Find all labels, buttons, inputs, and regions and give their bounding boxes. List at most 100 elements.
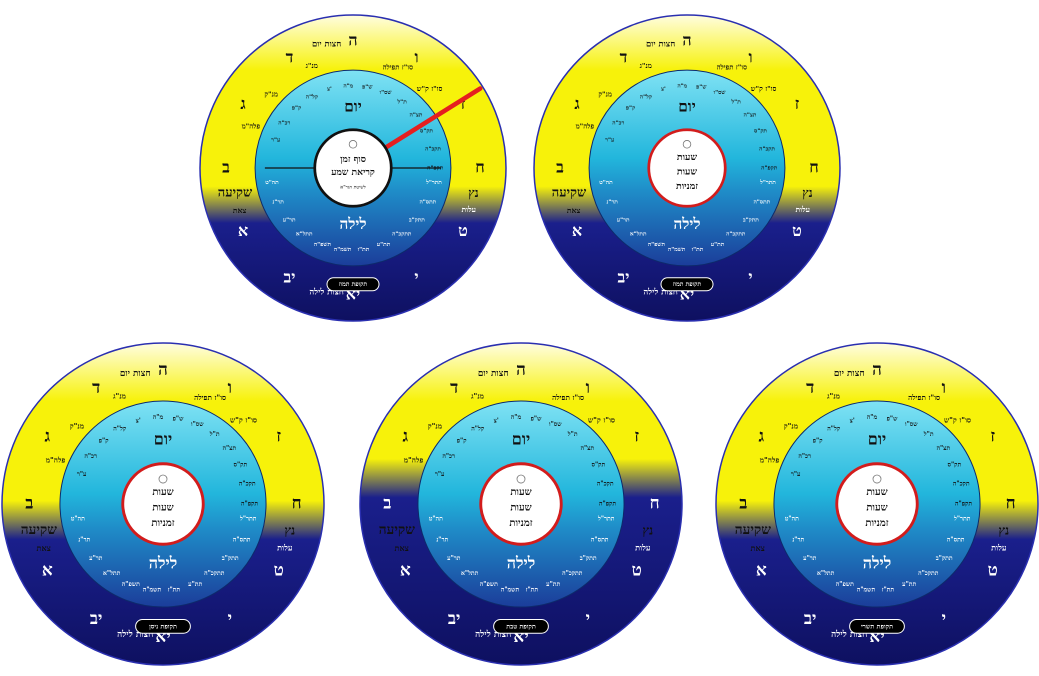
inner-night-mark: תתק"ב bbox=[743, 217, 759, 223]
season-badge bbox=[849, 619, 905, 634]
hour-letter: ח bbox=[1006, 493, 1016, 513]
hour-letter: ו bbox=[228, 377, 232, 397]
hour-letter: ג bbox=[240, 94, 245, 113]
inner-day-mark: ע"ר bbox=[605, 137, 614, 143]
inner-day-mark: תק"ס bbox=[754, 129, 767, 135]
label-mincha-ketana: מנ"ק bbox=[264, 90, 278, 98]
inner-day-mark: תקפ"ה bbox=[599, 501, 616, 508]
label-mincha-gedola: מנ"ג bbox=[113, 392, 126, 401]
label-mincha-ketana: מנ"ק bbox=[598, 90, 612, 98]
night-title: לילה bbox=[863, 553, 892, 572]
inner-night-mark: תתל"א bbox=[817, 570, 835, 577]
label-alot: עלות bbox=[461, 205, 476, 214]
label-netz: נץ bbox=[284, 523, 295, 538]
inner-night-mark: תת"ע bbox=[188, 581, 202, 588]
hour-letter: ט bbox=[988, 559, 998, 579]
inner-day-mark: ק"פ bbox=[292, 106, 301, 112]
inner-day-mark: רכ"ה bbox=[442, 453, 455, 460]
inner-night-mark: תר"נ bbox=[273, 200, 285, 206]
hour-letter: ג bbox=[758, 426, 764, 446]
inner-night-mark: תה"ט bbox=[265, 180, 279, 186]
label-alot: עלות bbox=[795, 205, 810, 214]
label-netz: נץ bbox=[468, 186, 478, 200]
hour-letter: י bbox=[586, 608, 590, 628]
dial-summer-hours: ה ו ז ח ט י יא יב א ב ג ד חצות יום חצות לילה שקיעה צאת נ… bbox=[532, 0, 842, 336]
inner-day-mark: שס"ו bbox=[714, 90, 727, 96]
inner-night-mark: תתקכ"ה bbox=[918, 570, 939, 577]
inner-day-mark: קל"ה bbox=[640, 93, 652, 100]
label-sof-shema: סו"ז ק"ש bbox=[944, 416, 971, 425]
inner-day-mark: תקכ"ה bbox=[953, 481, 970, 488]
inner-night-mark: תתס"ה bbox=[233, 536, 251, 543]
hour-letter: יב bbox=[90, 608, 103, 628]
ornament-icon bbox=[158, 474, 168, 484]
inner-night-mark: תר"ע bbox=[283, 217, 296, 223]
hour-letter: ח bbox=[475, 158, 485, 177]
hour-letter: ד bbox=[806, 377, 814, 397]
hour-letter: ט bbox=[792, 221, 802, 240]
inner-night-mark: תתקכ"ה bbox=[562, 570, 583, 577]
inner-day-mark: ע"ר bbox=[77, 471, 87, 478]
hour-letter: ג bbox=[44, 426, 50, 446]
inner-night-mark: תתק"ב bbox=[936, 555, 953, 562]
hour-letter: ט bbox=[274, 559, 284, 579]
inner-day-mark: מ"ה bbox=[677, 83, 687, 89]
inner-night-mark: תשפ"ה bbox=[314, 242, 332, 248]
inner-day-mark: תצ"ה bbox=[936, 445, 950, 452]
inner-night-mark: תתקכ"ה bbox=[392, 232, 412, 238]
inner-night-mark: תתקכ"ה bbox=[726, 232, 746, 238]
center-disc bbox=[835, 462, 919, 546]
ornament-icon bbox=[348, 140, 358, 149]
label-shkia: שקיעה bbox=[218, 186, 253, 201]
label-chatzot-yom: חצות יום bbox=[834, 369, 865, 379]
inner-night-mark: תת"ע bbox=[377, 242, 391, 248]
day-title: יום bbox=[154, 430, 172, 449]
label-tzeit: צאת bbox=[567, 206, 581, 215]
inner-night-mark: תר"נ bbox=[607, 200, 619, 206]
center-title-line: זמניות bbox=[509, 518, 532, 529]
inner-day-mark: ע"ר bbox=[435, 471, 445, 478]
hour-letter: ז bbox=[276, 426, 281, 446]
day-title: יום bbox=[512, 430, 530, 449]
season-label: תקופת תמוז bbox=[339, 281, 368, 288]
center-title-line2: קריאת שמע bbox=[331, 167, 375, 178]
hour-letter: ח bbox=[650, 493, 660, 513]
label-sof-shema: סו"ז ק"ש bbox=[417, 85, 443, 93]
inner-day-mark: תצ"ה bbox=[580, 445, 594, 452]
hour-letter: ז bbox=[795, 94, 800, 113]
inner-day-mark: רכ"ה bbox=[612, 120, 624, 126]
inner-day-mark: ת"ל bbox=[567, 431, 578, 438]
label-chatzot-layla: חצות לילה bbox=[643, 287, 678, 297]
inner-night-mark: תשמ"ה bbox=[143, 586, 162, 593]
inner-day-mark: ש"פ bbox=[362, 84, 373, 90]
inner-night-mark: תת"ע bbox=[546, 581, 560, 588]
label-alot: עלות bbox=[277, 542, 293, 552]
label-plag: פלה"מ bbox=[242, 123, 261, 131]
inner-night-mark: תתס"ה bbox=[753, 200, 770, 206]
hour-letter: יב bbox=[284, 267, 296, 286]
inner-day-mark: ת"ל bbox=[730, 99, 741, 106]
hour-letter: י bbox=[942, 608, 946, 628]
label-mincha-ketana: מנ"ק bbox=[784, 421, 798, 430]
label-mincha-ketana: מנ"ק bbox=[428, 421, 442, 430]
inner-night-mark: תת"ז bbox=[358, 247, 370, 253]
inner-day-mark: ק"פ bbox=[813, 438, 823, 445]
inner-day-mark: ק"פ bbox=[457, 438, 467, 445]
center-title-line: שעות bbox=[677, 152, 698, 163]
hour-letter: ה bbox=[872, 359, 882, 379]
label-plag: פלה"מ bbox=[404, 456, 424, 465]
inner-day-mark: שס"ו bbox=[191, 421, 204, 428]
hour-letter: ה bbox=[516, 359, 526, 379]
center-title-line: שעות bbox=[866, 503, 887, 514]
hour-letter: ה bbox=[682, 31, 691, 50]
label-sof-shema: סו"ז ק"ש bbox=[230, 416, 257, 425]
inner-night-mark: תתר"ל bbox=[953, 516, 971, 523]
inner-day-mark: תקכ"ה bbox=[425, 147, 441, 153]
inner-day-mark: שס"ו bbox=[549, 421, 562, 428]
inner-day-mark: תצ"ה bbox=[410, 113, 423, 119]
season-badge bbox=[135, 619, 191, 634]
hour-letter: ד bbox=[450, 377, 458, 397]
inner-day-mark: מ"ה bbox=[153, 414, 164, 421]
